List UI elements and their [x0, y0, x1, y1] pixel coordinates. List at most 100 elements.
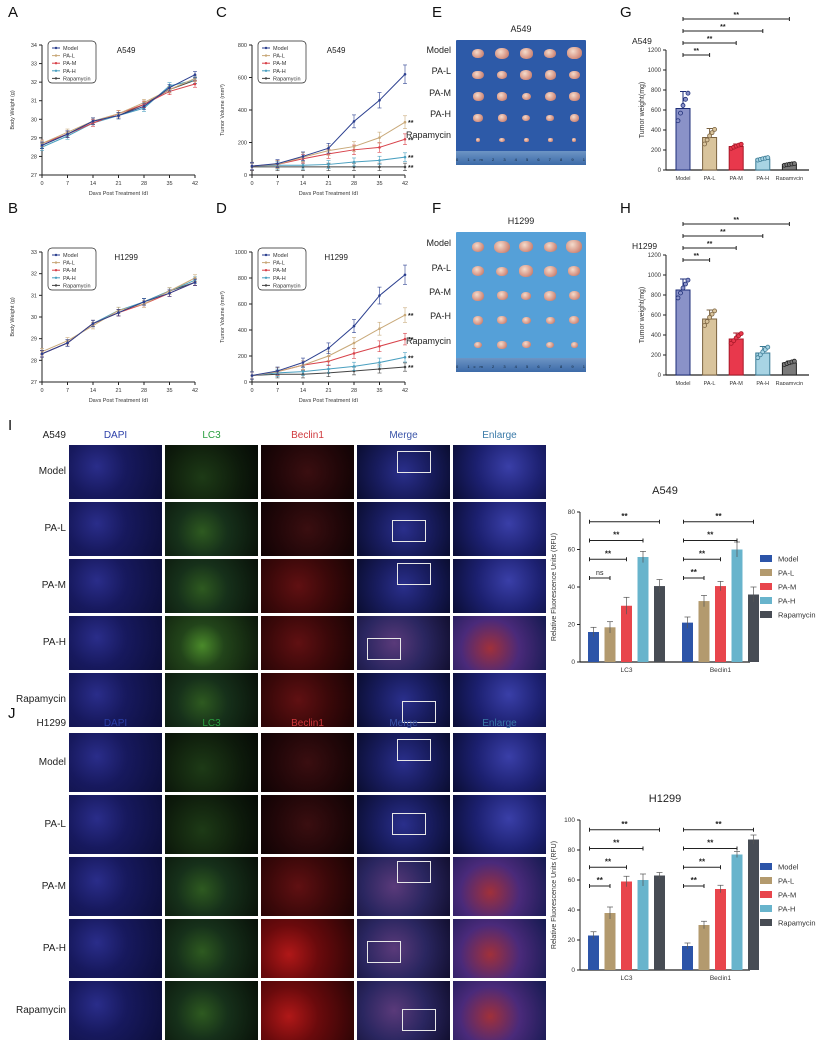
photo-row-label: PA-L	[431, 66, 451, 77]
svg-text:30: 30	[31, 117, 37, 123]
chart-D: 0 200 400 600 800 1000 0 7 14 21 28 35 42 Days Post T…	[220, 247, 414, 402]
micrograph-lc3	[165, 673, 258, 727]
svg-text:Body Weight (g): Body Weight (g)	[10, 297, 16, 337]
svg-text:Days Post Treatment (d): Days Post Treatment (d)	[89, 191, 149, 195]
svg-text:Tumor weight(mg): Tumor weight(mg)	[639, 287, 646, 344]
svg-text:PA-H: PA-H	[273, 69, 286, 75]
zoom-region-box	[397, 861, 431, 883]
svg-text:PA-H: PA-H	[756, 176, 769, 180]
svg-text:21: 21	[325, 388, 331, 394]
svg-text:**: **	[408, 155, 414, 162]
micrograph-lc3	[165, 919, 258, 978]
svg-text:PA-M: PA-M	[63, 268, 77, 274]
chart-I: A549 0 20 40 60 80 Relative Fluorescence Units…	[551, 485, 816, 674]
svg-text:33: 33	[31, 250, 37, 256]
svg-text:Model: Model	[676, 381, 691, 385]
svg-text:Beclin1: Beclin1	[710, 667, 732, 674]
svg-text:35: 35	[376, 388, 382, 394]
svg-text:200: 200	[651, 148, 662, 154]
micrograph-merge	[357, 795, 450, 854]
svg-text:1000: 1000	[235, 250, 247, 256]
tumor-sample	[544, 91, 556, 101]
photo-title-F: H1299	[507, 216, 535, 226]
svg-text:PA-H: PA-H	[63, 276, 76, 282]
svg-text:35: 35	[166, 388, 172, 394]
micrograph-lc3	[165, 857, 258, 916]
svg-text:35: 35	[166, 181, 172, 187]
svg-text:0: 0	[571, 967, 575, 974]
svg-text:600: 600	[238, 76, 247, 82]
panel-label-C: C	[216, 4, 227, 21]
ruler: 0 1cm 2 3 4 5 6 7 8 9 10 11 12 13 14	[456, 151, 586, 165]
svg-text:Rapamycin: Rapamycin	[776, 176, 804, 180]
svg-text:200: 200	[238, 354, 247, 360]
micrograph-bec	[261, 673, 354, 727]
svg-text:A549: A549	[327, 46, 346, 55]
svg-text:0: 0	[244, 380, 247, 386]
cell-line-label-I: A549	[42, 430, 66, 441]
svg-text:29: 29	[31, 337, 37, 343]
tumor-sample	[572, 138, 577, 142]
svg-text:80: 80	[568, 847, 576, 854]
zoom-region-box	[367, 941, 401, 963]
svg-text:200: 200	[238, 141, 247, 147]
channel-header-merge: Merge	[389, 718, 418, 729]
svg-text:0: 0	[244, 173, 247, 179]
svg-text:**: **	[715, 512, 722, 521]
svg-text:**: **	[621, 820, 628, 829]
svg-text:**: **	[613, 839, 620, 848]
micrograph-bec	[261, 733, 354, 792]
svg-text:0: 0	[250, 388, 253, 394]
svg-text:**: **	[707, 36, 713, 43]
svg-text:LC3: LC3	[621, 667, 633, 674]
svg-text:**: **	[605, 549, 612, 558]
tumor-sample	[472, 291, 484, 301]
svg-text:0: 0	[40, 388, 43, 394]
svg-text:20: 20	[568, 622, 576, 629]
svg-text:60: 60	[568, 877, 576, 884]
photo-row-label: PA-H	[430, 311, 451, 322]
svg-text:**: **	[699, 549, 706, 558]
tumor-sample	[497, 92, 508, 101]
micrograph-enl	[453, 502, 546, 556]
chart-A: 27 28 29 30 31 32 33 34 0 7 14 21 28 35 42 Days Post Tr…	[10, 40, 198, 195]
row-label: PA-H	[42, 637, 66, 648]
tumor-sample	[521, 341, 531, 349]
chart-B: 27 28 29 30 31 32 33 0 7 14 21 28 35 42 Days Post Trea…	[10, 247, 198, 402]
ruler: 0 1cm 2 3 4 5 6 7 8 9 10 11 12 13 14	[456, 358, 586, 372]
svg-text:**: **	[621, 512, 628, 521]
svg-text:**: **	[694, 253, 700, 260]
svg-text:21: 21	[115, 388, 121, 394]
micrograph-bec	[261, 445, 354, 499]
micrograph-merge	[357, 857, 450, 916]
svg-text:7: 7	[276, 181, 279, 187]
micrograph-enl	[453, 795, 546, 854]
micrograph-bec	[261, 616, 354, 670]
svg-text:**: **	[707, 241, 713, 248]
micrograph-merge	[357, 616, 450, 670]
cell-line-label-J: H1299	[36, 718, 66, 729]
svg-text:Body Weight (g): Body Weight (g)	[10, 90, 16, 130]
svg-text:Model: Model	[273, 46, 288, 52]
tumor-sample	[499, 137, 505, 142]
svg-text:21: 21	[115, 181, 121, 187]
svg-text:29: 29	[31, 136, 37, 142]
svg-text:**: **	[408, 137, 414, 144]
micrograph-lc3	[165, 616, 258, 670]
svg-text:**: **	[597, 876, 604, 885]
svg-text:31: 31	[31, 99, 37, 105]
svg-text:Relative Fluorescence Units (R: Relative Fluorescence Units (RFU)	[551, 533, 558, 641]
svg-text:0: 0	[658, 168, 662, 174]
svg-text:**: **	[707, 531, 714, 540]
tumor-sample	[521, 291, 532, 301]
svg-text:1200: 1200	[648, 48, 662, 54]
micrograph-bec	[261, 559, 354, 613]
tumor-sample	[497, 340, 507, 349]
svg-text:A549: A549	[117, 46, 136, 55]
svg-text:600: 600	[651, 313, 662, 319]
tumor-sample	[569, 114, 579, 122]
micrograph-dapi	[69, 981, 162, 1040]
zoom-region-box	[397, 451, 431, 473]
micrograph-enl	[453, 559, 546, 613]
tumor-sample	[546, 317, 555, 324]
